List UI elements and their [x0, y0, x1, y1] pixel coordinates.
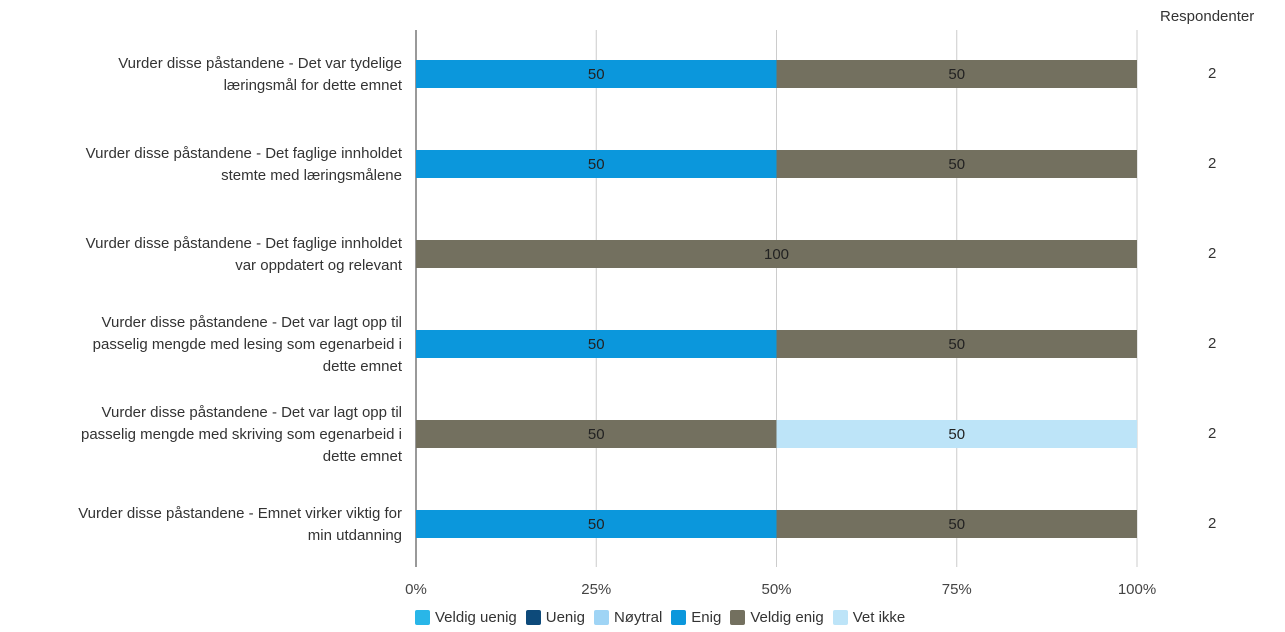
bar-segment	[776, 330, 1137, 358]
legend-label: Nøytral	[613, 609, 663, 626]
bar-segment	[416, 240, 1137, 268]
legend-swatch	[415, 610, 430, 625]
data-label: 50	[588, 516, 605, 533]
category-label: Vurder disse påstandene - Det var tydeli…	[118, 55, 402, 94]
category-label: Vurder disse påstandene - Det var lagt o…	[92, 314, 402, 375]
legend-swatch	[593, 610, 609, 625]
legend-swatch	[671, 610, 687, 625]
data-label: 50	[948, 156, 965, 173]
bar-segment	[416, 510, 777, 538]
respondents-header: Respondenter	[1160, 8, 1255, 25]
legend-label: Veldig enig	[750, 609, 824, 626]
respondent-count: 2	[1208, 245, 1217, 262]
bar-segment	[776, 510, 1137, 538]
legend-item: Veldig enig	[730, 609, 824, 626]
legend-swatch	[832, 610, 848, 625]
x-tick-label: 25%	[581, 581, 611, 598]
legend-item: Uenig	[525, 609, 585, 626]
legend-swatch	[730, 610, 746, 625]
bar-segment	[776, 60, 1137, 88]
legend-swatch	[525, 610, 541, 625]
data-label: 50	[948, 66, 965, 83]
bar-segment	[416, 330, 777, 358]
respondent-count: 2	[1208, 155, 1217, 172]
legend: Veldig uenig Uenig Nøytral Enig Veldig enig V…	[415, 609, 914, 626]
legend-item: Vet ikke	[832, 609, 906, 626]
category-label: Vurder disse påstandene - Det faglige in…	[85, 235, 402, 274]
x-tick-label: 0%	[405, 581, 427, 598]
legend-item: Nøytral	[593, 609, 663, 626]
category-label: Vurder disse påstandene - Emnet virker v…	[78, 505, 402, 544]
legend-item: Veldig uenig	[415, 609, 517, 626]
data-label: 50	[948, 336, 965, 353]
data-label: 50	[948, 426, 965, 443]
bar-segment	[776, 150, 1137, 178]
bar-segment	[416, 60, 777, 88]
respondent-count: 2	[1208, 425, 1217, 442]
legend-label: Enig	[691, 609, 722, 626]
data-label: 50	[588, 156, 605, 173]
category-label: Vurder disse påstandene - Det var lagt o…	[80, 404, 402, 465]
legend-item: Enig	[671, 609, 721, 626]
bar-segment	[416, 420, 777, 448]
data-label: 100	[764, 246, 789, 263]
legend-label: Uenig	[545, 609, 585, 626]
legend-label: Vet ikke	[852, 609, 906, 626]
data-label: 50	[588, 336, 605, 353]
respondent-count: 2	[1208, 515, 1217, 532]
category-label: Vurder disse påstandene - Det faglige in…	[85, 145, 402, 184]
respondent-count: 2	[1208, 65, 1217, 82]
bar-segment	[416, 150, 777, 178]
bar-segment	[776, 420, 1137, 448]
respondent-count: 2	[1208, 335, 1217, 352]
x-tick-label: 100%	[1118, 581, 1156, 598]
x-tick-label: 50%	[761, 581, 791, 598]
legend-label: Veldig uenig	[435, 609, 517, 626]
data-label: 50	[948, 516, 965, 533]
x-tick-label: 75%	[942, 581, 972, 598]
data-label: 50	[588, 426, 605, 443]
data-label: 50	[588, 66, 605, 83]
